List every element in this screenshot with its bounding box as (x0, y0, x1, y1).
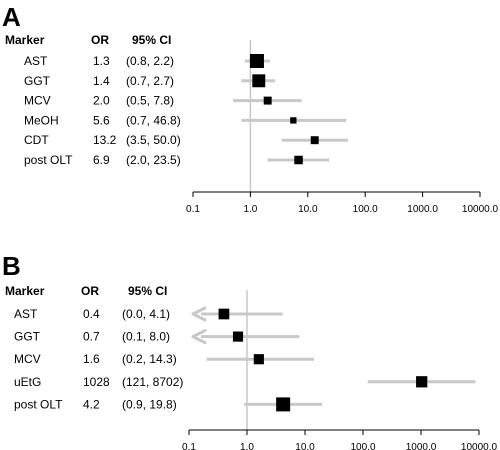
row-marker-label: CDT (24, 133, 49, 147)
panel-a-letter: A (2, 2, 21, 32)
point-estimate-square (218, 308, 230, 320)
panel-a-header-marker: Marker (5, 33, 45, 47)
point-estimate-square (294, 155, 303, 165)
row-marker-label: MCV (24, 94, 51, 108)
point-estimate-square (416, 376, 428, 388)
ci-truncation-arrow (191, 306, 207, 322)
row-or-value: 6.9 (93, 153, 110, 167)
panel-a-header-or: OR (91, 33, 109, 47)
row-or-value: 1.6 (83, 352, 100, 366)
x-axis-tick-label: 10000.0 (462, 204, 499, 215)
row-ci-value: (0.1, 8.0) (122, 330, 170, 344)
row-marker-label: post OLT (24, 153, 73, 167)
point-estimate-square (252, 74, 266, 88)
panel-a-header-ci: 95% CI (132, 33, 171, 47)
panel-a: A Marker OR 95% CI 0.1 1.0 10.0 100.0 1000.0… (2, 2, 499, 215)
x-axis-tick-label: 100.0 (350, 442, 375, 450)
row-or-value: 0.7 (83, 330, 100, 344)
row-ci-value: (0.8, 2.2) (126, 54, 174, 68)
row-marker-label: GGT (14, 330, 41, 344)
row-marker-label: post OLT (14, 397, 63, 411)
point-estimate-square (310, 136, 319, 145)
row-or-value: 2.0 (93, 94, 110, 108)
row-ci-value: (0.5, 7.8) (126, 94, 174, 108)
point-estimate-square (276, 397, 291, 412)
point-estimate-square (232, 331, 244, 342)
row-marker-label: MeOH (24, 113, 59, 127)
row-marker-label: GGT (24, 74, 51, 88)
row-ci-value: (0.2, 14.3) (122, 352, 177, 366)
x-axis-tick-label: 10000.0 (461, 442, 498, 450)
row-or-value: 0.4 (83, 307, 100, 321)
x-axis-tick-label: 1.0 (243, 204, 257, 215)
row-ci-value: (0.7, 46.8) (126, 113, 181, 127)
row-or-value: 13.2 (93, 133, 117, 147)
row-or-value: 4.2 (83, 397, 100, 411)
row-ci-value: (3.5, 50.0) (126, 133, 181, 147)
row-ci-value: (0.7, 2.7) (126, 74, 174, 88)
row-marker-label: uEtG (14, 375, 41, 389)
row-marker-label: AST (24, 54, 48, 68)
row-ci-value: (0.9, 19.8) (122, 397, 177, 411)
x-axis-tick-label: 10.0 (295, 442, 315, 450)
row-marker-label: AST (14, 307, 38, 321)
row-ci-value: (0.0, 4.1) (122, 307, 170, 321)
point-estimate-square (263, 96, 272, 105)
panel-b-header-marker: Marker (5, 284, 45, 298)
x-axis-tick-label: 1000.0 (407, 204, 438, 215)
row-or-value: 1.3 (93, 54, 110, 68)
x-axis-tick-label: 1000.0 (406, 442, 437, 450)
x-axis-tick-label: 10.0 (298, 204, 318, 215)
x-axis-tick-label: 1.0 (240, 442, 254, 450)
row-ci-value: (2.0, 23.5) (126, 153, 181, 167)
x-axis-tick-label: 0.1 (182, 442, 196, 450)
point-estimate-square (253, 354, 264, 365)
row-marker-label: MCV (14, 352, 41, 366)
panel-b-header-ci: 95% CI (128, 284, 167, 298)
x-axis-tick-label: 0.1 (186, 204, 200, 215)
x-axis-tick-label: 100.0 (353, 204, 378, 215)
row-or-value: 1028 (83, 375, 110, 389)
row-ci-value: (121, 8702) (122, 375, 183, 389)
point-estimate-square (290, 117, 297, 124)
row-or-value: 5.6 (93, 113, 110, 127)
panel-b: B Marker OR 95% CI 0.1 1.0 10.0 100.0 1000.0… (2, 251, 498, 450)
point-estimate-square (249, 54, 264, 68)
ci-truncation-arrow (191, 329, 207, 345)
panel-b-letter: B (2, 251, 21, 281)
row-or-value: 1.4 (93, 74, 110, 88)
panel-b-header-or: OR (81, 284, 99, 298)
